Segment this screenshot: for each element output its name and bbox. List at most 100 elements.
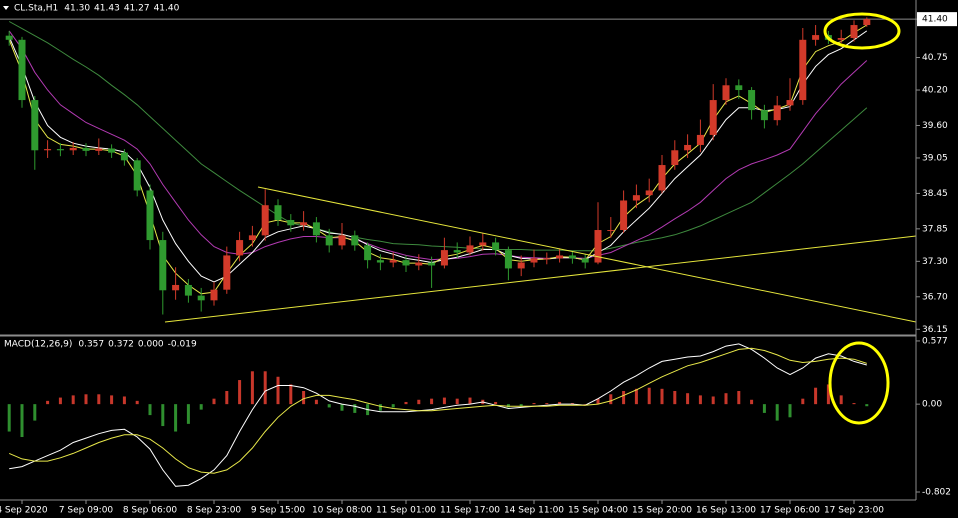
histogram-bar <box>775 404 779 421</box>
histogram-bar <box>852 403 856 405</box>
highlight-ellipse <box>823 12 901 50</box>
histogram-bar <box>225 391 229 405</box>
header-value: 0.357 <box>78 340 104 350</box>
header-value: 0.372 <box>108 340 134 350</box>
candle-body <box>95 148 103 151</box>
candle-body <box>261 205 269 236</box>
histogram-bar <box>263 371 267 405</box>
histogram-bar <box>762 404 766 413</box>
candle-body <box>709 100 717 135</box>
y-tick-label: 0.00 <box>922 400 942 410</box>
histogram-bar <box>212 398 216 405</box>
candle-body <box>351 235 359 246</box>
candle-body <box>120 152 128 161</box>
histogram-bar <box>839 395 843 405</box>
candle-body <box>773 105 781 121</box>
candle-body <box>5 35 13 40</box>
y-tick-label: 36.15 <box>922 325 948 335</box>
histogram-bar <box>673 391 677 405</box>
histogram-bar <box>71 395 75 405</box>
histogram-bar <box>135 400 139 405</box>
x-tick-label: 16 Sep 13:00 <box>696 506 756 516</box>
histogram-bar <box>148 404 152 416</box>
y-tick-label: 38.45 <box>922 189 948 199</box>
candle-body <box>466 245 474 253</box>
price-tag-label: 41.40 <box>922 15 948 25</box>
candle-body <box>863 19 871 26</box>
candle-body <box>287 219 295 226</box>
y-tick-label: 40.20 <box>922 86 948 96</box>
histogram-bar <box>417 399 421 405</box>
y-tick-label: 0.577 <box>922 336 948 346</box>
candle-body <box>543 258 551 260</box>
x-tick-label: 11 Sep 17:00 <box>440 506 500 516</box>
y-tick-label: 37.85 <box>922 224 948 234</box>
histogram-bar <box>596 398 600 405</box>
candle-body <box>594 230 602 263</box>
candle-body <box>607 230 615 232</box>
histogram-bar <box>161 404 165 427</box>
menu-icon[interactable] <box>3 6 9 10</box>
histogram-bar <box>455 398 459 405</box>
header-value: 41.27 <box>124 4 150 14</box>
histogram-bar <box>391 404 395 408</box>
plot-area <box>0 17 916 487</box>
candle-body <box>722 85 730 101</box>
histogram-bar <box>7 404 11 432</box>
indicator-line <box>8 30 868 261</box>
header-value: 41.30 <box>64 4 90 14</box>
histogram-bar <box>558 401 562 405</box>
histogram-bar <box>583 404 587 405</box>
candle-body <box>735 85 743 91</box>
histogram-bar <box>199 404 203 410</box>
histogram-bar <box>711 396 715 405</box>
histogram-bar <box>340 404 344 411</box>
candle-body <box>530 258 538 263</box>
y-tick-label: 37.30 <box>922 257 948 267</box>
y-tick-label: 39.05 <box>922 153 948 163</box>
header-value: 41.40 <box>154 4 180 14</box>
histogram-bar <box>609 394 613 405</box>
histogram-bar <box>110 395 114 405</box>
candle-body <box>402 260 410 266</box>
histogram-bar <box>289 384 293 405</box>
x-tick-label: 11 Sep 01:00 <box>376 506 436 516</box>
histogram-bar <box>468 397 472 405</box>
histogram-bar <box>353 404 357 413</box>
candle-body <box>581 258 589 263</box>
candle-body <box>133 160 141 191</box>
histogram-bar <box>788 404 792 418</box>
candle-body <box>658 165 666 191</box>
histogram-bar <box>634 388 638 405</box>
candle-body <box>453 250 461 253</box>
panel-title: CL.Sta,H1 <box>14 4 58 14</box>
candle-body <box>31 100 39 151</box>
x-tick-label: 17 Sep 06:00 <box>760 506 820 516</box>
candle-body <box>146 190 154 241</box>
candle-body <box>210 289 218 301</box>
histogram-bar <box>545 403 549 405</box>
candle-body <box>786 100 794 106</box>
candle-body <box>428 262 436 266</box>
candle-body <box>159 240 167 291</box>
candle-body <box>18 39 26 101</box>
candle-body <box>748 90 756 111</box>
candle-body <box>312 222 320 236</box>
candle-body <box>837 38 845 40</box>
histogram-bar <box>302 391 306 405</box>
highlight-ellipse <box>828 341 890 425</box>
x-tick-label: 10 Sep 08:00 <box>312 506 372 516</box>
header-value: 0.000 <box>138 340 164 350</box>
candle-body <box>300 222 308 226</box>
x-tick-label: 9 Sep 15:00 <box>251 506 306 516</box>
candle-body <box>376 260 384 263</box>
candle-body <box>684 144 692 151</box>
candle-body <box>223 255 231 290</box>
candle-body <box>69 147 77 151</box>
x-tick-label: 14 Sep 11:00 <box>504 506 564 516</box>
candle-body <box>236 240 244 256</box>
candle-body <box>799 39 807 101</box>
trendline <box>164 235 917 323</box>
histogram-bar <box>327 404 331 408</box>
